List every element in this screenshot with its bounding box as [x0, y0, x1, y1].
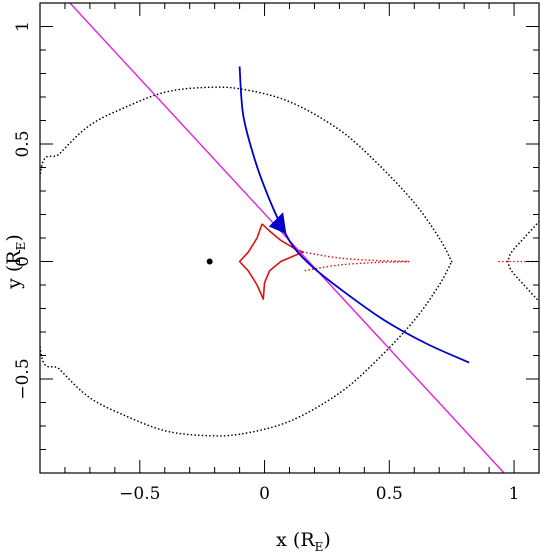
lens-star-marker — [206, 258, 213, 265]
y-axis-label: y (RE) — [3, 234, 28, 290]
caustic-dotted-tail — [302, 251, 411, 272]
tick-labels-layer: −0.5 0 0.5 1 −0.5 0 0.5 1 — [13, 21, 519, 504]
y-axis-label-sub: E — [14, 242, 28, 251]
y-tick-label: 0.5 — [13, 130, 33, 157]
x-axis-label: x (RE) — [276, 529, 331, 554]
x-tick-label: 1 — [509, 484, 520, 504]
y-tick-label: 0 — [13, 256, 33, 267]
trajectory-arrow-head — [268, 212, 287, 235]
x-tick-label: −0.5 — [119, 484, 160, 504]
x-tick-label: 0.5 — [376, 484, 403, 504]
critical-curve-right-upper — [507, 220, 539, 263]
y-tick-label: −0.5 — [13, 358, 33, 399]
plot-frame — [39, 2, 540, 474]
y-axis-label-main: y (R — [3, 250, 25, 290]
x-axis-label-sub: E — [315, 540, 324, 554]
ticks-layer — [39, 2, 540, 474]
curves-layer — [40, 3, 539, 473]
x-tick-label: 0 — [259, 484, 270, 504]
caustic-curve — [238, 223, 305, 300]
x-axis-label-close: ) — [323, 529, 330, 551]
y-tick-label: 1 — [13, 21, 33, 32]
source-trajectory — [238, 66, 470, 364]
x-axis-label-main: x (R — [276, 529, 315, 551]
y-axis-label-close: ) — [3, 234, 25, 241]
critical-curve-right-lower — [507, 260, 539, 303]
